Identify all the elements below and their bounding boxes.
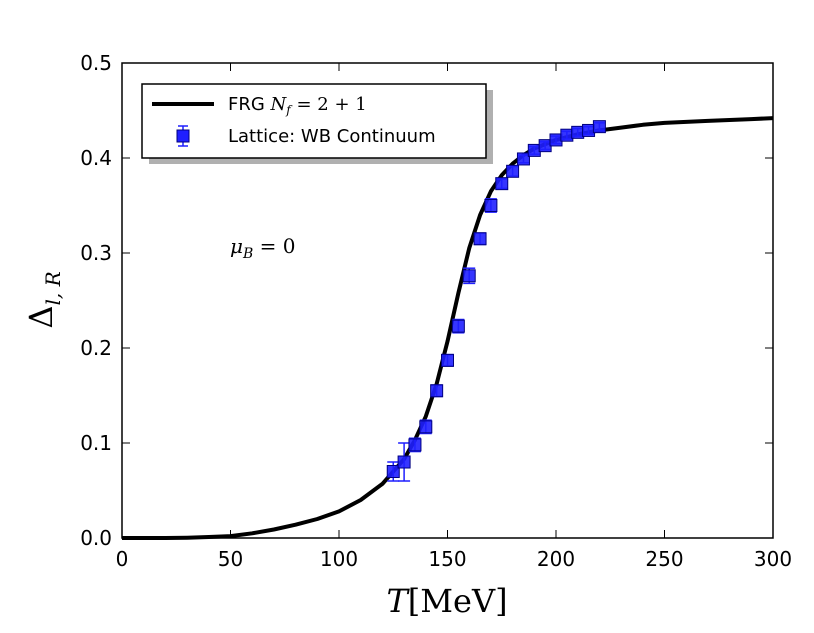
y-axis-title-sub: l, R (41, 271, 65, 305)
x-tick-label-100: 100 (320, 547, 358, 571)
y-tick-label-0: 0.0 (80, 526, 112, 550)
plot-area: 0 50 100 150 200 250 300 0.0 0.1 0.2 0.3 0.4 0.5 (80, 51, 792, 571)
lattice-point-0 (386, 465, 400, 478)
x-tick-label-0: 0 (116, 547, 129, 571)
mu-b-annotation-mu: μ (230, 234, 243, 258)
lattice-point-6 (451, 319, 465, 333)
x-tick-label-300: 300 (754, 547, 792, 571)
legend-lattice-label: Lattice: WB Continuum (228, 126, 436, 147)
lattice-point-12 (516, 152, 530, 166)
legend-frg-label-eq: = 2 + 1 (291, 94, 367, 115)
lattice-point-1 (397, 455, 411, 469)
legend-frg-label: FRG Nf = 2 + 1 (228, 94, 367, 117)
lattice-point-9 (484, 199, 498, 212)
x-tick-label-200: 200 (537, 547, 575, 571)
lattice-point-18 (582, 123, 596, 137)
x-tick-label-50: 50 (218, 547, 243, 571)
lattice-point-15 (549, 133, 563, 147)
frg-curve (122, 116, 774, 540)
y-tick-label-0.1: 0.1 (80, 431, 112, 455)
lattice-point-14 (538, 139, 552, 153)
legend: FRG Nf = 2 + 1 Lattice: WB Continuum (141, 83, 493, 164)
lattice-point-5 (441, 353, 454, 367)
x-tick-label-150: 150 (428, 547, 466, 571)
lattice-point-10 (495, 177, 509, 191)
x-axis-title-var: T (386, 582, 410, 620)
lattice-point-17 (571, 125, 585, 139)
x-axis-title: T[MeV] (386, 582, 507, 620)
mu-b-annotation: μB = 0 (230, 234, 296, 262)
lattice-point-3 (419, 420, 433, 434)
y-axis-title: Δl, R (22, 271, 65, 328)
lattice-point-19 (592, 120, 606, 134)
x-tick-label-250: 250 (645, 547, 683, 571)
legend-frg-label-text: FRG (228, 94, 265, 115)
x-axis-title-unit: [MeV] (408, 582, 508, 620)
y-tick-label-0.4: 0.4 (80, 146, 112, 170)
y-tick-label-0.5: 0.5 (80, 51, 112, 75)
y-axis-title-main: Δ (22, 306, 60, 329)
y-tick-label-0.2: 0.2 (80, 336, 112, 360)
lattice-point-4 (430, 384, 444, 398)
lattice-point-11 (506, 164, 520, 178)
lattice-point-2 (408, 438, 422, 452)
legend-frg-label-math: Nf = 2 + 1 (265, 94, 367, 117)
legend-frg-label-sub: f (285, 103, 293, 117)
lattice-point-16 (560, 128, 574, 142)
lattice-point-7 (462, 269, 476, 283)
mu-b-annotation-sub: B (242, 246, 253, 262)
lattice-point-8 (473, 232, 487, 246)
y-tick-label-0.3: 0.3 (80, 241, 112, 265)
legend-box (141, 83, 487, 159)
mu-b-annotation-rest: = 0 (253, 234, 295, 258)
legend-lattice-marker (176, 129, 190, 143)
lattice-point-13 (527, 143, 541, 157)
